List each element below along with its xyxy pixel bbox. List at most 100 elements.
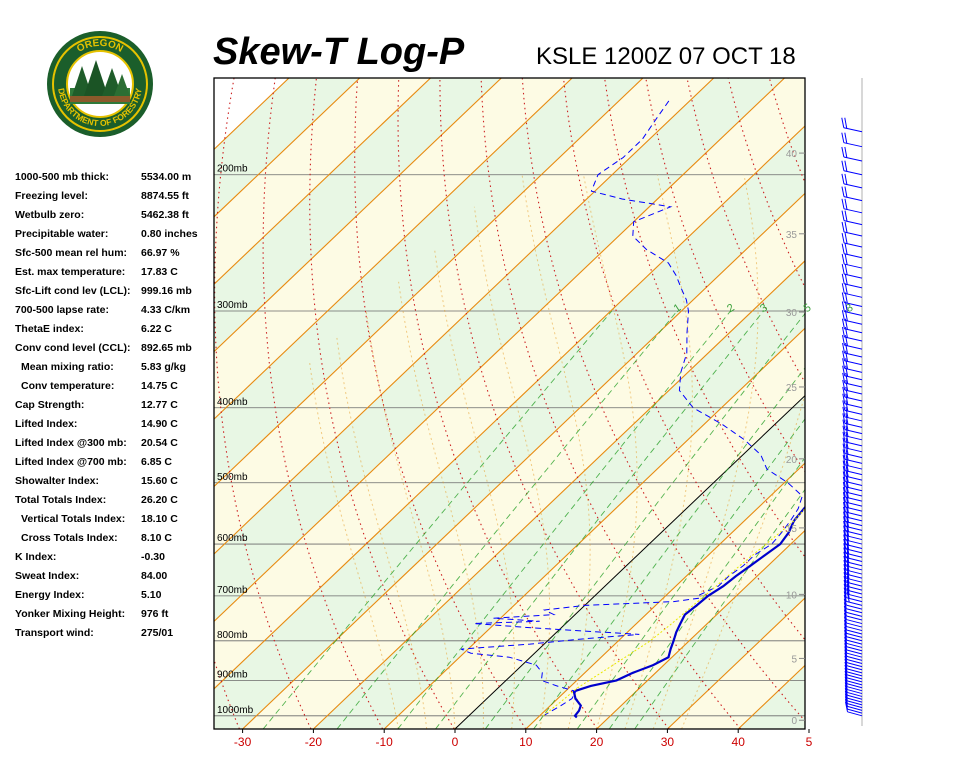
wind-barb-feather [844,661,848,672]
moist-adiabat-line [398,281,484,729]
wind-barb-feather [841,232,845,244]
wind-barb [842,400,863,415]
mixing-ratio-line [533,367,805,729]
wind-barb-feather [842,465,846,477]
wind-barb-feather [846,525,850,537]
index-row: Lifted Index @300 mb: 20.54 C [15,434,215,453]
index-row: Total Totals Index: 26.20 C [15,491,215,510]
pressure-label: 800mb [217,630,248,641]
mixing-ratio-label: 8 [844,302,856,315]
wind-barb-feather [841,198,845,209]
index-value: 14.90 C [141,418,178,430]
dry-adiabat-line [439,78,670,729]
pressure-label: 600mb [217,533,248,544]
wind-barb-feather [844,273,848,285]
wind-barb [842,454,863,470]
isotherm-line [667,597,805,729]
index-value: 0.80 inches [141,228,198,240]
wind-barb-feather [841,210,845,221]
wind-barb-feather [845,431,849,443]
wind-barb-feather [845,379,849,391]
wind-barb-feather [841,221,845,233]
wind-barb-feather [841,263,845,275]
wind-barb-feather [842,358,846,369]
wind-barb-staff [847,683,863,689]
isotherm-line [809,78,960,729]
isotherm-line [880,78,960,729]
wind-barb-feather [844,198,848,210]
wind-barb-feather [842,449,846,460]
wind-barb-staff [847,700,863,706]
wind-barb [841,186,863,202]
wind-barb-staff [846,604,863,610]
dry-adiabat-line [852,78,960,729]
index-label: Conv cond level (CCL): [15,342,131,354]
station-time-label: KSLE 1200Z 07 OCT 18 [536,43,796,70]
wind-barb [844,655,863,671]
wind-barb-feather [845,350,849,362]
pressure-label: 700mb [217,585,248,596]
index-label: Sfc-Lift cond lev (LCL): [15,285,131,297]
index-label: Transport wind: [15,627,94,639]
wind-barb [843,591,863,606]
index-label: Energy Index: [15,589,85,601]
wind-barb [843,575,863,591]
isotherm-line [214,78,785,623]
wind-barb-feather [844,687,848,699]
wind-barb-feather [842,419,846,430]
wind-barb-feather [841,132,845,143]
wind-barb [841,160,863,176]
wind-barb-feather [843,587,847,598]
isotherm-line [525,462,805,729]
wind-barb [844,670,863,686]
wind-barb-feather [841,273,845,284]
wind-barb-feather [843,612,847,624]
wind-barb [843,583,863,599]
wind-barb-feather [844,682,848,693]
mixing-ratio-line [576,418,805,729]
wind-barb [842,431,863,447]
wind-barb [841,198,863,214]
index-value: 5534.00 m [141,171,192,183]
wind-barb-feather [844,693,848,704]
wind-barb [844,643,863,658]
wind-barb-staff [846,626,863,632]
wind-barb-feather [844,232,848,244]
dry-adiabat-line [645,78,805,473]
index-label: K Index: [15,551,57,563]
dry-adiabat-line [521,78,805,722]
wind-barb-feather [843,605,847,617]
wind-barb-staff [847,694,863,700]
wind-barb-feather [843,602,847,613]
wind-barb [844,696,863,711]
wind-barb-feather [841,310,845,321]
index-label: Sweat Index: [15,570,80,582]
wind-barb-staff [846,649,863,655]
wind-barb-feather [842,406,846,418]
wind-barb [844,633,863,648]
wind-barb-feather [846,587,850,599]
index-value: 4.33 C/km [141,304,191,316]
wind-barb-feather [844,667,848,678]
wind-barb-feather [842,497,846,508]
wind-barb [844,676,863,692]
index-row: ThetaE index: 6.22 C [15,320,215,339]
wind-barb-feather [843,575,847,587]
index-row: 1000-500 mb thick: 5534.00 m [15,168,215,187]
wind-barb-staff [846,677,863,683]
wind-barb [843,525,863,541]
wind-barb [842,379,863,395]
wind-barb-feather [844,186,848,198]
wind-barb-feather [844,619,848,631]
wind-barb-feather [845,365,849,377]
wind-barb-feather [845,437,849,449]
wind-barb-feather [844,696,848,707]
wind-barb-feather [843,520,847,532]
wind-barb-feather [845,419,849,431]
wind-barb [843,587,863,603]
zero-isotherm-line [454,394,805,729]
wind-barb-feather [842,486,846,498]
wind-barb-feather [842,365,846,376]
pressure-label: 900mb [217,669,248,680]
wind-barb-feather [843,609,847,620]
